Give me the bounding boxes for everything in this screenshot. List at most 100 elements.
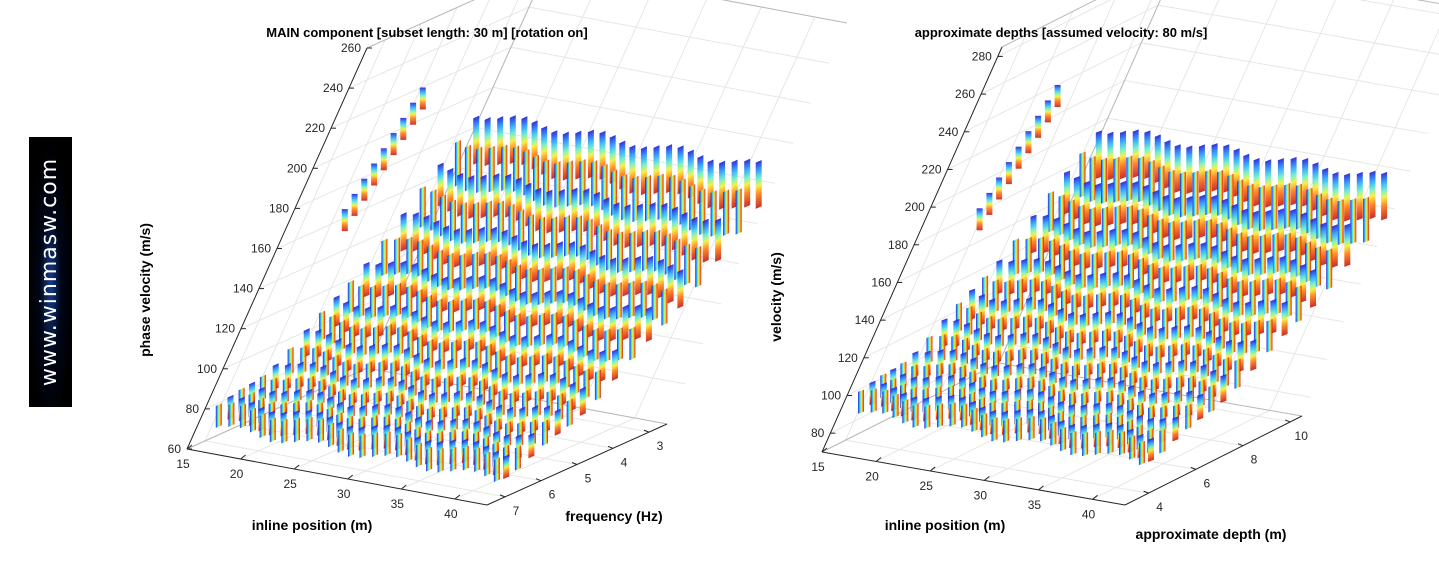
surface-slice xyxy=(426,446,433,472)
surface-slice xyxy=(1315,246,1321,288)
surface-slice xyxy=(1265,209,1272,254)
surface-slice xyxy=(586,218,593,261)
axes-box xyxy=(821,0,1439,453)
z-tick-label: 3 xyxy=(657,439,664,453)
surface-slice xyxy=(566,160,573,207)
surface-slice xyxy=(406,437,413,462)
surface-slice xyxy=(635,255,642,296)
surface-slice xyxy=(396,432,403,458)
surface-slice xyxy=(1185,403,1192,430)
surface-slice xyxy=(937,403,943,428)
surface-slice xyxy=(215,403,222,428)
surface-slice xyxy=(1211,194,1218,239)
surface-slice xyxy=(924,404,931,429)
axis-line xyxy=(821,451,1126,506)
fragment-slice xyxy=(996,177,1003,200)
surface-slice xyxy=(681,211,688,256)
surface-slice xyxy=(1120,180,1127,225)
surface-slice xyxy=(462,445,469,471)
y-tick-label: 280 xyxy=(972,49,992,63)
surface-slice xyxy=(551,216,558,259)
surface-slice xyxy=(400,260,407,297)
surface-slice xyxy=(437,162,444,207)
surface-slice xyxy=(671,206,678,251)
surface-slice xyxy=(1331,224,1338,268)
surface-slice xyxy=(594,369,601,401)
surface-slice xyxy=(1180,220,1187,262)
surface-slice xyxy=(484,251,491,289)
logo-glow xyxy=(29,137,72,407)
surface-slice xyxy=(667,264,674,304)
surface-slice xyxy=(511,234,518,275)
surface-slice xyxy=(1107,131,1114,181)
grid-line xyxy=(492,86,794,144)
grid-line xyxy=(510,46,812,104)
surface-slice xyxy=(504,309,510,344)
surface-slice xyxy=(436,249,443,288)
tick-labels: 80 100 120 140 160 180 200 220 240 260 280 15 20 25 30… xyxy=(811,49,1308,521)
surface-slice xyxy=(596,223,603,266)
box-edge xyxy=(186,367,368,450)
surface-slice xyxy=(735,188,742,235)
surface-slice xyxy=(645,174,651,222)
surface-slice xyxy=(478,226,485,267)
surface-slice xyxy=(359,433,366,459)
surface-slice xyxy=(1279,255,1286,295)
surface-slice xyxy=(1188,242,1195,282)
y-tick-label: 140 xyxy=(855,313,875,327)
x-tick-label: 35 xyxy=(391,497,405,511)
x-tick-label: 25 xyxy=(920,479,934,493)
y-tick-label: 60 xyxy=(168,442,182,456)
surface-slice xyxy=(601,163,608,211)
surface-slice xyxy=(1234,358,1241,389)
surface-slice xyxy=(515,264,521,302)
surface-slice xyxy=(400,212,407,252)
surface-slice xyxy=(384,431,391,457)
surface-slice xyxy=(508,203,515,246)
surface-slice xyxy=(612,348,618,381)
surface-slice xyxy=(882,389,889,414)
x-tick xyxy=(1092,494,1098,500)
axis-line xyxy=(186,448,488,506)
surface-slice xyxy=(755,159,762,209)
surface-slice xyxy=(466,228,473,268)
surface-slice xyxy=(593,278,600,317)
surface-slice xyxy=(406,284,413,319)
surface-slice xyxy=(1126,155,1133,202)
surface-slice xyxy=(558,188,565,233)
surface-slice xyxy=(1266,319,1273,353)
surface-slice xyxy=(460,202,467,244)
surface-slice xyxy=(1163,243,1170,283)
fragment-slice xyxy=(986,192,993,215)
surface-slice xyxy=(1186,196,1193,240)
y-tick-label: 160 xyxy=(251,242,271,256)
surface-slice xyxy=(1216,222,1223,264)
surface-slice xyxy=(640,280,647,319)
grid-line xyxy=(997,0,1112,57)
surface-slice xyxy=(423,214,430,255)
surface-slice xyxy=(1159,428,1166,454)
surface-slice xyxy=(1211,143,1218,192)
axis-line xyxy=(821,46,1003,453)
surface-slice xyxy=(1152,190,1159,234)
grid-line xyxy=(845,439,1149,494)
surface-slice xyxy=(484,299,491,334)
surface-slice xyxy=(1147,213,1154,255)
surface-slice xyxy=(239,403,246,429)
surface-slice xyxy=(715,217,722,262)
surface-slice xyxy=(1369,170,1376,220)
surface-slice xyxy=(395,282,401,317)
surface-slice xyxy=(569,241,575,281)
x-tick xyxy=(929,466,936,472)
surface-slice xyxy=(495,253,502,292)
surface-slice xyxy=(622,304,629,341)
surface-slice xyxy=(1096,229,1103,269)
surface-slice xyxy=(521,239,528,280)
axis-line xyxy=(1124,415,1303,506)
surface-slice xyxy=(1047,191,1054,233)
surface-slice xyxy=(453,276,460,313)
surface-slice xyxy=(1083,180,1090,225)
x-axis-label: inline position (m) xyxy=(885,517,1006,533)
surface-slice xyxy=(1040,417,1047,442)
